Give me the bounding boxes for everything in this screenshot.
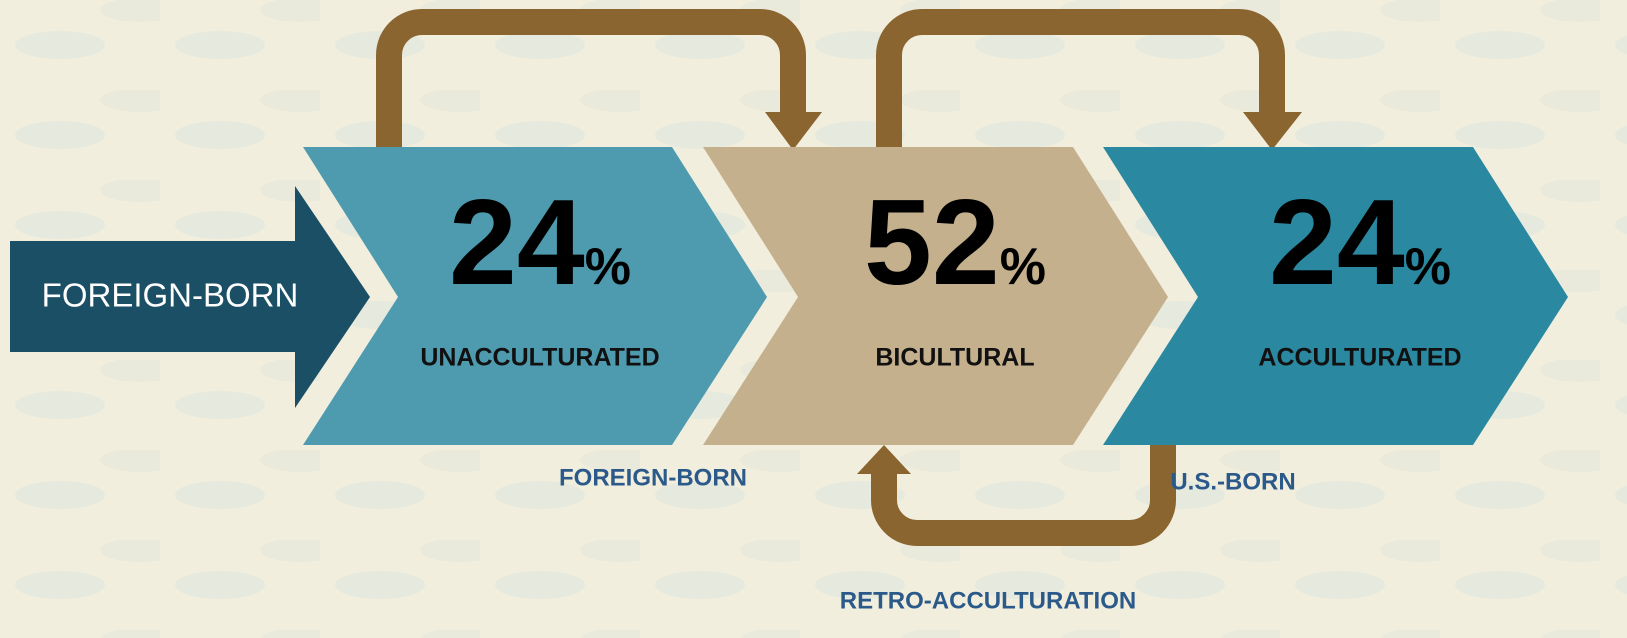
flow-arrow xyxy=(876,8,1285,150)
stage-value: 24 xyxy=(1269,174,1405,310)
stage-percent: 24% xyxy=(449,174,631,310)
arrowhead xyxy=(765,112,822,150)
stage-label: UNACCULTURATED xyxy=(420,344,659,372)
stage-unit: % xyxy=(1405,238,1451,296)
source-label: FOREIGN-BORN xyxy=(42,277,299,314)
chevron xyxy=(703,147,1168,445)
note: RETRO-ACCULTURATION xyxy=(840,587,1136,614)
arrowhead xyxy=(1243,112,1302,150)
note: U.S.-BORN xyxy=(1170,468,1295,495)
stage-value: 52 xyxy=(864,174,1000,310)
stage-label: BICULTURAL xyxy=(875,344,1034,372)
source-arrowhead xyxy=(295,186,370,408)
chevron xyxy=(303,147,767,445)
arrowhead xyxy=(857,445,911,474)
stage-percent: 24% xyxy=(1269,174,1451,310)
stage-percent: 52% xyxy=(864,174,1046,310)
stage-value: 24 xyxy=(449,174,585,310)
chevron xyxy=(1103,147,1568,445)
stage-unit: % xyxy=(585,238,631,296)
source-arrow xyxy=(10,241,296,352)
stage-unit: % xyxy=(1000,238,1046,296)
stage-label: ACCULTURATED xyxy=(1258,344,1461,372)
flow-arrow xyxy=(871,440,1176,546)
flow-arrow xyxy=(376,8,806,150)
note: FOREIGN-BORN xyxy=(559,464,747,491)
